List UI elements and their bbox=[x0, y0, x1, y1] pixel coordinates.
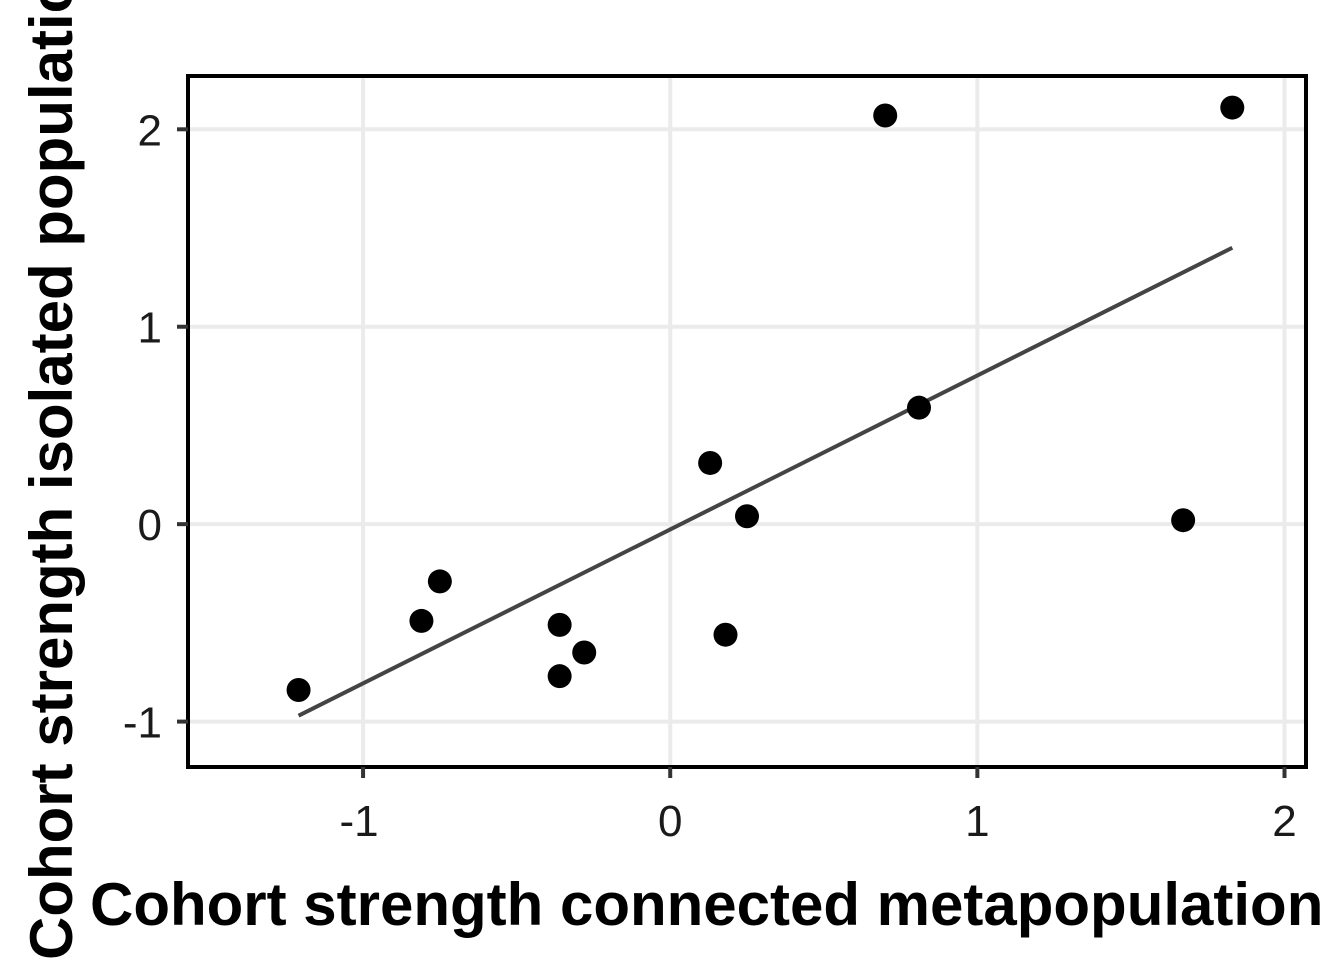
data-point-9 bbox=[873, 103, 898, 128]
axis-ticks: -1 0 1 2 -1 0 1 2 bbox=[123, 106, 1297, 846]
x-tick-label-3: 2 bbox=[1272, 797, 1296, 846]
data-point-0 bbox=[286, 678, 311, 703]
y-tick-label-0: -1 bbox=[123, 699, 162, 748]
y-tick-label-2: 1 bbox=[138, 304, 162, 353]
data-point-6 bbox=[698, 450, 723, 475]
y-tick-label-3: 2 bbox=[138, 106, 162, 155]
x-axis-title: Cohort strength connected metapopulation bbox=[90, 871, 1323, 938]
data-point-8 bbox=[735, 504, 759, 529]
panel-border bbox=[186, 74, 1308, 769]
data-point-5 bbox=[572, 640, 597, 665]
data-point-3 bbox=[547, 612, 572, 637]
data-point-4 bbox=[547, 664, 572, 689]
fit-line-layer bbox=[297, 245, 1234, 718]
x-tick-label-2: 1 bbox=[965, 797, 989, 846]
data-point-11 bbox=[1171, 508, 1196, 533]
grid-lines bbox=[188, 76, 1306, 767]
data-point-7 bbox=[713, 622, 738, 647]
x-tick-label-1: 0 bbox=[658, 797, 682, 846]
x-tick-label-0: -1 bbox=[340, 797, 379, 846]
data-point-10 bbox=[907, 395, 931, 420]
data-points bbox=[286, 95, 1245, 703]
regression-line bbox=[297, 245, 1234, 718]
y-axis-title: Cohort strength isolated population bbox=[18, 0, 85, 960]
data-point-12 bbox=[1220, 95, 1245, 120]
y-tick-label-1: 0 bbox=[138, 501, 162, 550]
data-point-1 bbox=[409, 608, 434, 633]
data-point-2 bbox=[427, 569, 452, 594]
